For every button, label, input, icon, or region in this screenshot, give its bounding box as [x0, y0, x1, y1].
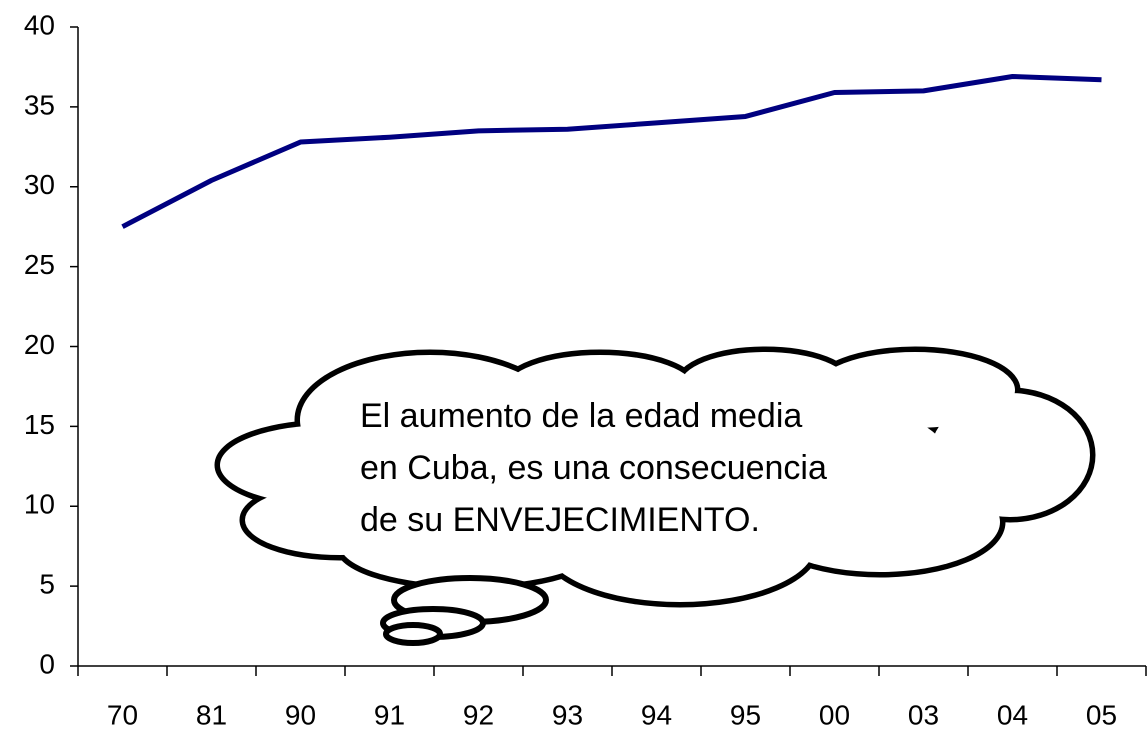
x-tick-label: 04	[997, 699, 1028, 730]
thought-bubble	[386, 625, 440, 643]
y-tick-label: 40	[24, 9, 55, 40]
x-tick-label: 94	[641, 699, 672, 730]
y-tick-label: 15	[24, 409, 55, 440]
data-line	[123, 77, 1102, 227]
page: 0510152025303540708190919293949500030405…	[0, 0, 1148, 732]
x-tick-label: 92	[463, 699, 494, 730]
x-tick-label: 00	[819, 699, 850, 730]
x-tick-label: 90	[285, 699, 316, 730]
annotation: El aumento de la edad media	[360, 397, 802, 435]
annotation: de su ENVEJECIMIENTO.	[360, 501, 760, 539]
x-tick-label: 91	[374, 699, 405, 730]
y-tick-label: 10	[24, 489, 55, 520]
x-tick-label: 95	[730, 699, 761, 730]
y-tick-label: 20	[24, 329, 55, 360]
y-tick-label: 5	[39, 569, 55, 600]
x-tick-label: 93	[552, 699, 583, 730]
annotation: en Cuba, es una consecuencia	[360, 449, 827, 487]
x-tick-label: 03	[908, 699, 939, 730]
y-tick-label: 0	[39, 648, 55, 679]
y-tick-label: 30	[24, 169, 55, 200]
x-tick-label: 05	[1086, 699, 1117, 730]
chart: 0510152025303540708190919293949500030405…	[0, 0, 1148, 732]
x-tick-label: 81	[196, 699, 227, 730]
x-tick-label: 70	[107, 699, 138, 730]
y-tick-label: 35	[24, 89, 55, 120]
y-tick-label: 25	[24, 249, 55, 280]
